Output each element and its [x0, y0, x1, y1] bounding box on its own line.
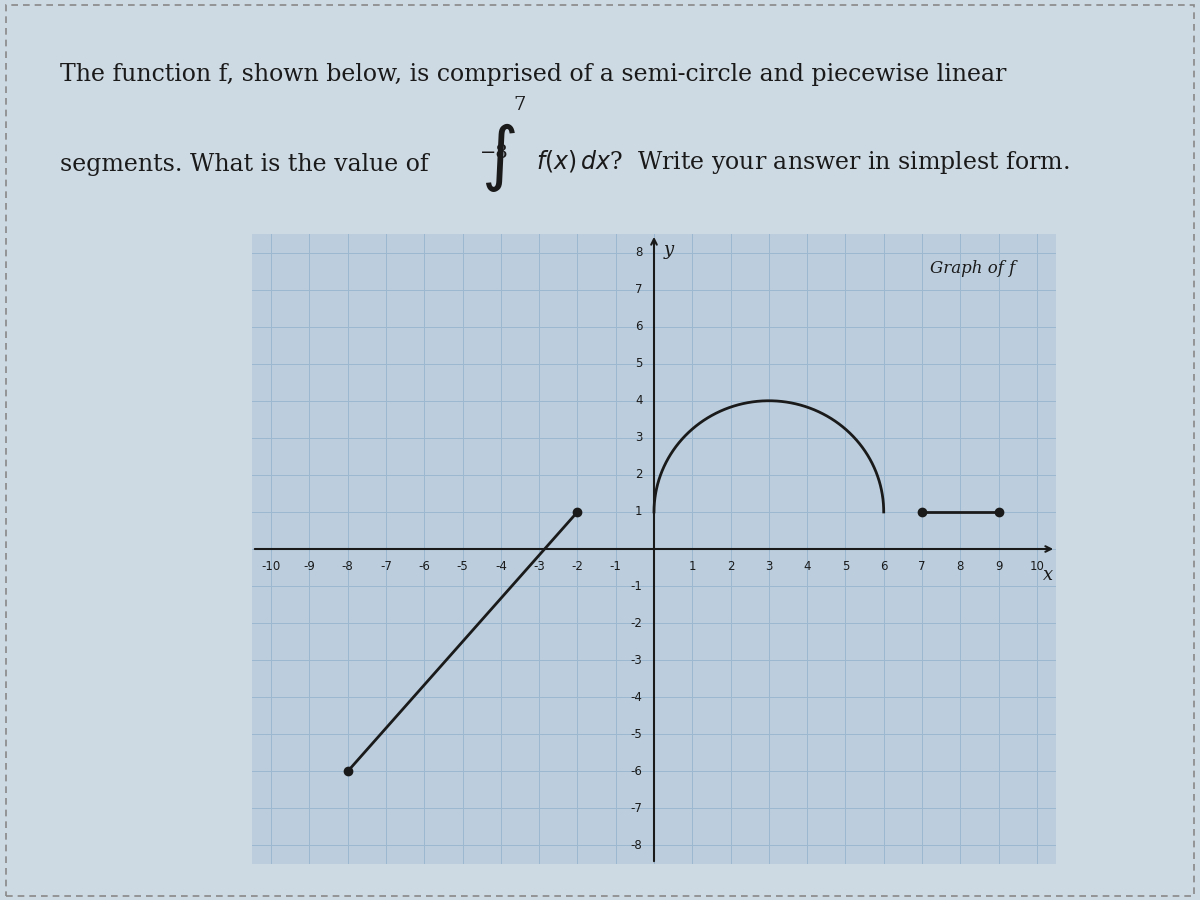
Text: 9: 9: [995, 560, 1002, 573]
Text: -5: -5: [631, 728, 642, 741]
Text: 4: 4: [635, 394, 642, 408]
Text: -5: -5: [457, 560, 468, 573]
Text: Graph of f: Graph of f: [930, 260, 1015, 277]
Text: x: x: [1043, 566, 1054, 584]
Text: -3: -3: [631, 653, 642, 667]
Text: -10: -10: [262, 560, 281, 573]
Text: 10: 10: [1030, 560, 1044, 573]
Text: y: y: [664, 241, 673, 259]
Text: 7: 7: [918, 560, 925, 573]
Text: 1: 1: [689, 560, 696, 573]
Text: -1: -1: [610, 560, 622, 573]
Text: -7: -7: [380, 560, 392, 573]
Text: 7: 7: [635, 284, 642, 296]
Text: -8: -8: [631, 839, 642, 852]
Text: -3: -3: [533, 560, 545, 573]
Text: -2: -2: [571, 560, 583, 573]
Text: $f(x)\,dx$?  Write your answer in simplest form.: $f(x)\,dx$? Write your answer in simples…: [536, 148, 1070, 176]
Text: -6: -6: [631, 765, 642, 778]
Text: 3: 3: [766, 560, 773, 573]
Text: -1: -1: [631, 580, 642, 592]
Text: -4: -4: [631, 690, 642, 704]
Text: 5: 5: [635, 357, 642, 370]
Text: -8: -8: [342, 560, 354, 573]
Text: segments. What is the value of: segments. What is the value of: [60, 153, 428, 176]
Text: 2: 2: [635, 468, 642, 482]
Text: 8: 8: [956, 560, 964, 573]
Text: The function f, shown below, is comprised of a semi-circle and piecewise linear: The function f, shown below, is comprise…: [60, 63, 1007, 86]
Text: -2: -2: [631, 616, 642, 630]
Text: 3: 3: [635, 431, 642, 445]
Text: 1: 1: [635, 506, 642, 518]
Text: -9: -9: [304, 560, 316, 573]
Text: 7: 7: [514, 96, 526, 114]
Text: -6: -6: [419, 560, 431, 573]
Text: -4: -4: [494, 560, 506, 573]
Text: 5: 5: [841, 560, 850, 573]
Text: 2: 2: [727, 560, 734, 573]
Text: 6: 6: [635, 320, 642, 333]
Text: -7: -7: [631, 802, 642, 814]
Text: 8: 8: [635, 246, 642, 259]
Text: $\int$: $\int$: [481, 122, 515, 194]
Text: −8: −8: [480, 144, 509, 162]
Text: 4: 4: [803, 560, 811, 573]
Text: 6: 6: [880, 560, 888, 573]
